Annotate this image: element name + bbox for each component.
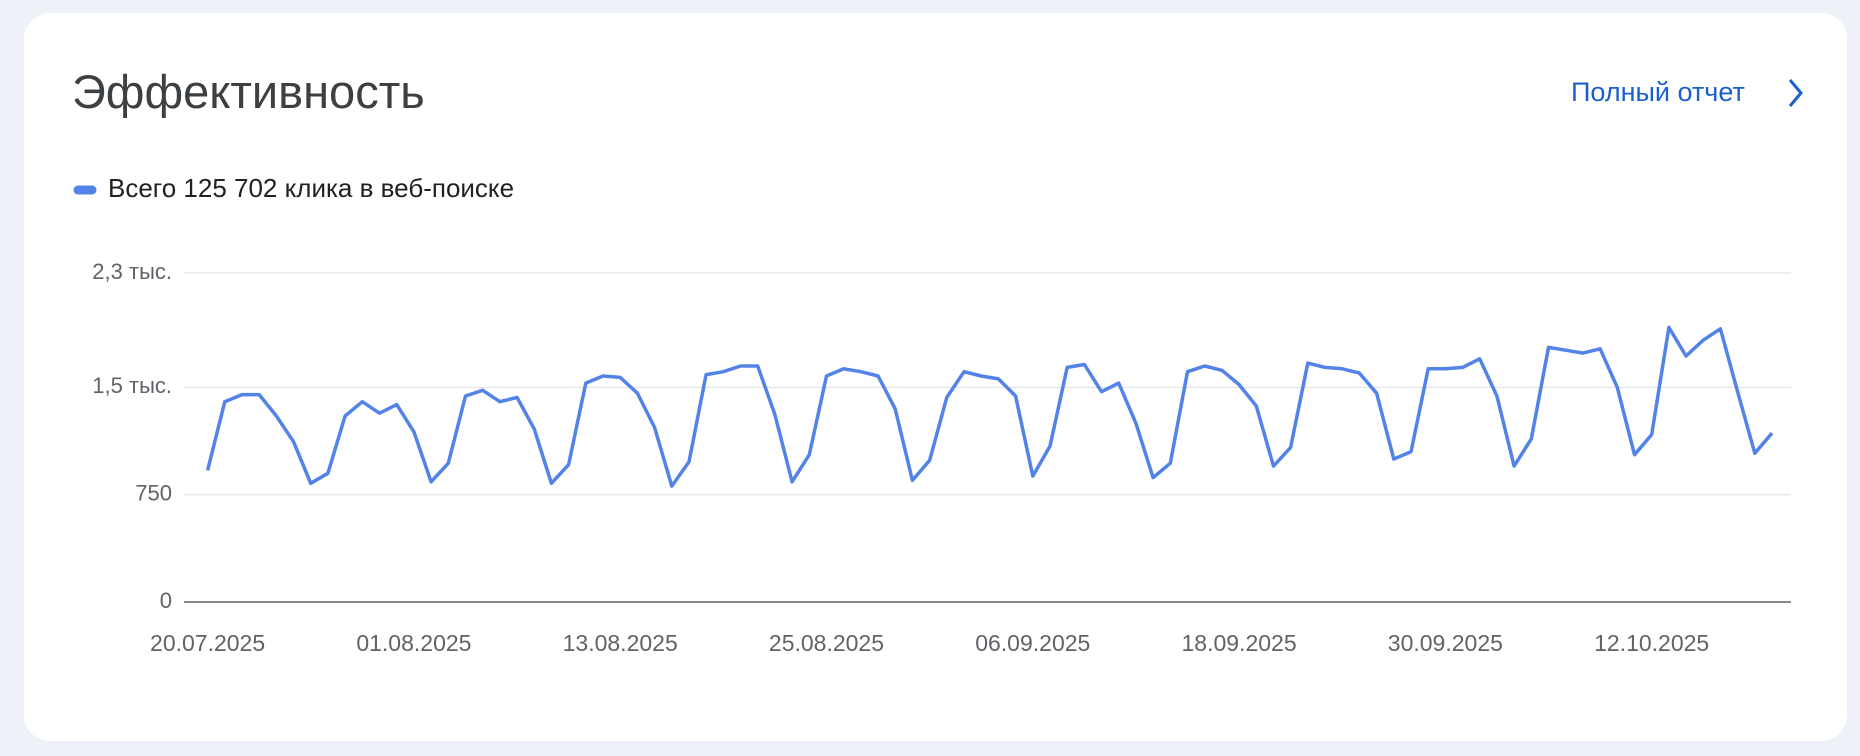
- y-tick-label: 2,3 тыс.: [92, 259, 172, 284]
- x-tick-label: 06.09.2025: [975, 630, 1090, 656]
- x-tick-label: 12.10.2025: [1594, 630, 1709, 656]
- legend-label: Всего 125 702 клика в веб-поиске: [108, 173, 514, 203]
- chevron: [1788, 79, 1803, 107]
- x-tick-label: 30.09.2025: [1388, 630, 1503, 656]
- y-tick-label: 0: [160, 588, 172, 613]
- full-report-link[interactable]: Полный отчет: [1571, 77, 1745, 107]
- x-tick-label: 25.08.2025: [769, 630, 884, 656]
- series-line: [205, 325, 1774, 488]
- y-tick-label: 750: [135, 481, 172, 506]
- x-tick-label: 13.08.2025: [563, 630, 678, 656]
- title: Эффективность: [72, 65, 425, 118]
- x-tick-label: 18.09.2025: [1182, 630, 1297, 656]
- x-tick-label: 01.08.2025: [356, 630, 471, 656]
- y-tick-label: 1,5 тыс.: [92, 373, 172, 398]
- x-tick-label: 20.07.2025: [150, 630, 265, 656]
